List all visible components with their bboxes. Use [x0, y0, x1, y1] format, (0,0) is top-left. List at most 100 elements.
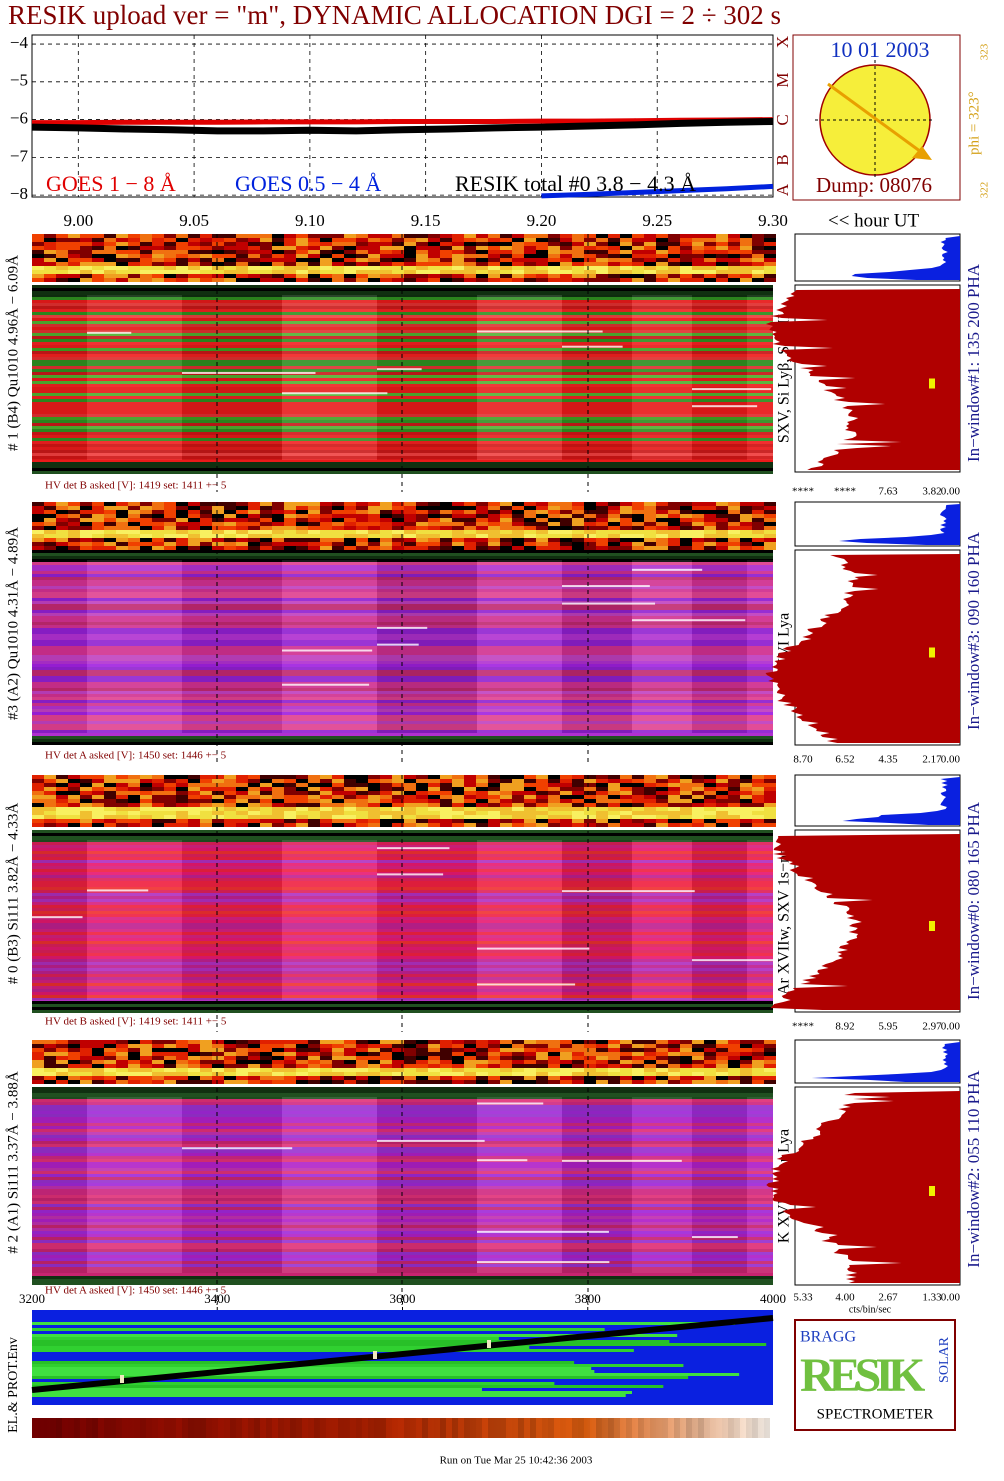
strip-cell — [416, 791, 428, 795]
color-bar-cell — [314, 1418, 320, 1438]
spectrogram-row — [32, 914, 773, 917]
pha-marker — [929, 921, 935, 931]
strip-cell — [716, 250, 728, 254]
strip-cell — [608, 823, 620, 827]
strip-cell — [128, 546, 140, 550]
strip-cell — [488, 254, 500, 258]
strip-cell — [668, 506, 680, 510]
strip-cell — [68, 258, 80, 262]
strip-cell — [512, 1060, 524, 1064]
strip-cell — [392, 795, 404, 799]
strip-cell — [572, 522, 584, 526]
strip-cell — [452, 274, 464, 278]
strip-cell — [224, 783, 236, 787]
strip-cell — [464, 775, 476, 779]
strip-cell — [560, 254, 572, 258]
strip-cell — [116, 258, 128, 262]
strip-cell — [296, 791, 308, 795]
strip-cell — [368, 787, 380, 791]
strip-cell — [344, 1060, 356, 1064]
color-bar-cell — [122, 1418, 128, 1438]
strip-cell — [296, 1072, 308, 1076]
strip-cell — [716, 823, 728, 827]
strip-cell — [404, 258, 416, 262]
strip-cell — [656, 799, 668, 803]
strip-cell — [644, 506, 656, 510]
spectrogram-line — [562, 345, 623, 348]
strip-cell — [500, 1040, 512, 1044]
strip-cell — [80, 518, 92, 522]
strip-cell — [224, 510, 236, 514]
spectrogram-column — [747, 560, 773, 733]
strip-cell — [56, 803, 68, 807]
strip-cell — [596, 542, 608, 546]
strip-cell — [572, 506, 584, 510]
strip-cell — [488, 823, 500, 827]
strip-cell — [764, 534, 776, 538]
strip-cell — [680, 502, 692, 506]
panel-label: # 2 (A1) Si111 3.37Å − 3.88Å — [5, 1071, 21, 1254]
strip-cell — [116, 266, 128, 270]
strip-cell — [380, 775, 392, 779]
strip-cell — [212, 1048, 224, 1052]
strip-cell — [464, 522, 476, 526]
strip-cell — [80, 807, 92, 811]
strip-cell — [728, 502, 740, 506]
strip-cell — [116, 234, 128, 238]
strip-cell — [92, 1064, 104, 1068]
strip-cell — [44, 1064, 56, 1068]
strip-cell — [260, 270, 272, 274]
strip-cell — [476, 1052, 488, 1056]
strip-cell — [428, 250, 440, 254]
strip-cell — [140, 246, 152, 250]
strip-cell — [236, 274, 248, 278]
strip-cell — [644, 1052, 656, 1056]
strip-cell — [272, 1076, 284, 1080]
strip-cell — [188, 779, 200, 783]
spectrogram-row — [32, 327, 773, 330]
strip-cell — [356, 1080, 368, 1084]
color-bar-cell — [266, 1418, 272, 1438]
strip-cell — [440, 250, 452, 254]
strip-cell — [140, 823, 152, 827]
strip-cell — [32, 819, 44, 823]
strip-cell — [440, 1068, 452, 1072]
strip-cell — [596, 242, 608, 246]
strip-cell — [152, 811, 164, 815]
strip-cell — [236, 779, 248, 783]
strip-cell — [752, 1048, 764, 1052]
strip-cell — [32, 270, 44, 274]
strip-cell — [104, 815, 116, 819]
strip-cell — [692, 542, 704, 546]
strip-cell — [536, 819, 548, 823]
pha-tick-label: 7.63 — [878, 486, 898, 498]
strip-cell — [188, 775, 200, 779]
strip-cell — [344, 262, 356, 266]
strip-cell — [440, 518, 452, 522]
strip-cell — [104, 795, 116, 799]
strip-cell — [716, 270, 728, 274]
strip-cell — [716, 795, 728, 799]
strip-cell — [500, 238, 512, 242]
strip-cell — [584, 819, 596, 823]
strip-cell — [728, 799, 740, 803]
strip-cell — [524, 1076, 536, 1080]
strip-cell — [92, 262, 104, 266]
strip-cell — [248, 1048, 260, 1052]
strip-cell — [488, 803, 500, 807]
color-bar-cell — [290, 1418, 296, 1438]
spectrogram-row — [32, 384, 773, 387]
strip-cell — [512, 526, 524, 530]
strip-cell — [680, 258, 692, 262]
strip-cell — [536, 807, 548, 811]
strip-cell — [620, 242, 632, 246]
strip-cell — [440, 783, 452, 787]
strip-cell — [140, 819, 152, 823]
strip-cell — [416, 502, 428, 506]
strip-cell — [200, 779, 212, 783]
strip-cell — [620, 234, 632, 238]
strip-cell — [632, 274, 644, 278]
strip-cell — [80, 1064, 92, 1068]
strip-cell — [392, 1044, 404, 1048]
strip-cell — [368, 526, 380, 530]
